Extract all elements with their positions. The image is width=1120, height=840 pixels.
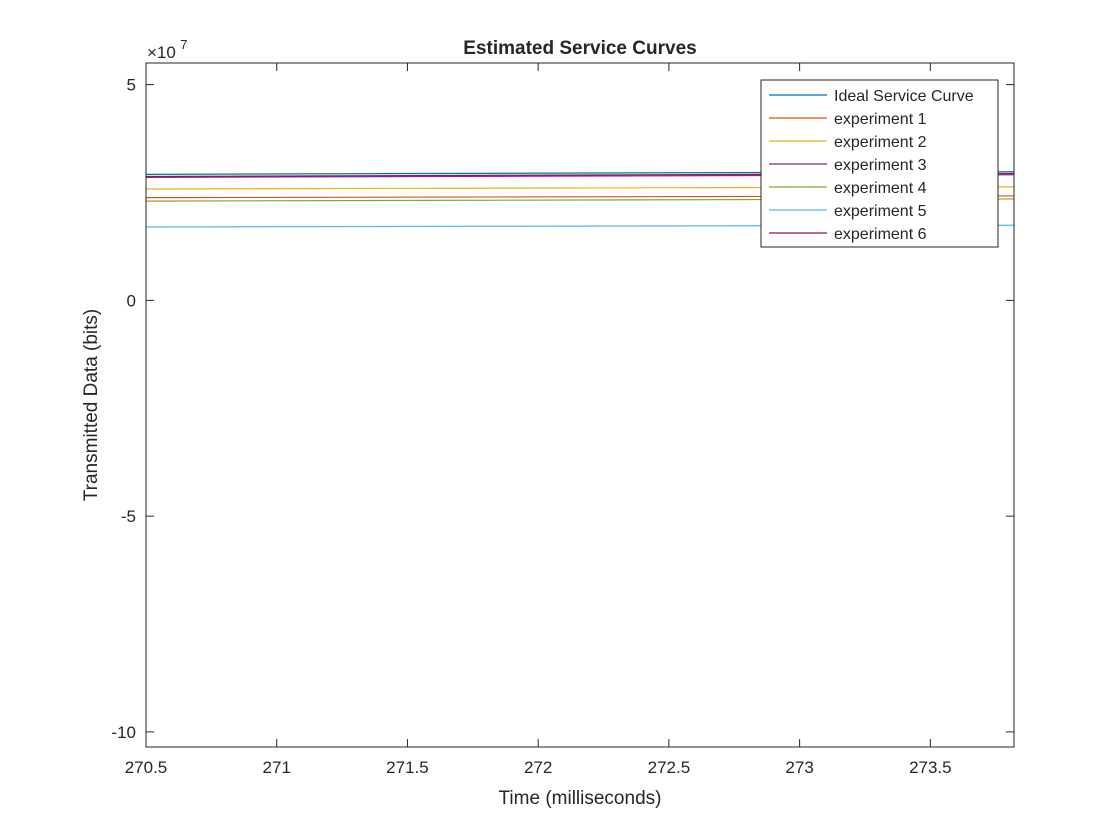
legend-label-2: experiment 1	[834, 111, 927, 128]
y-tick-label: 0	[127, 291, 136, 310]
legend-label-1: Ideal Service Curve	[834, 88, 974, 105]
legend-label-5: experiment 4	[834, 180, 927, 197]
x-tick-label: 273.5	[909, 758, 952, 777]
y-exponent-base: ×10	[147, 43, 176, 62]
legend-label-7: experiment 6	[834, 226, 927, 243]
x-axis-label: Time (milliseconds)	[499, 788, 662, 809]
x-tick-label: 271	[263, 758, 291, 777]
x-tick-label: 272	[524, 758, 552, 777]
y-tick-label: 5	[127, 76, 136, 95]
y-tick-label: -5	[121, 507, 136, 526]
x-tick-label: 272.5	[648, 758, 691, 777]
x-tick-label: 270.5	[125, 758, 168, 777]
x-tick-label: 273	[785, 758, 813, 777]
y-axis: 5 0 -5 -10	[111, 76, 1014, 742]
x-tick-label: 271.5	[386, 758, 429, 777]
y-tick-label: -10	[111, 723, 136, 742]
chart-title: Estimated Service Curves	[463, 38, 696, 59]
legend-label-3: experiment 2	[834, 134, 927, 151]
legend: Ideal Service Curve experiment 1 experimen…	[760, 79, 999, 248]
legend-label-6: experiment 5	[834, 203, 927, 220]
legend-label-4: experiment 3	[834, 157, 927, 174]
y-exponent-label: ×10 7	[147, 37, 188, 62]
x-axis: 270.5 271 271.5 272 272.5 273 273.5	[125, 63, 952, 777]
y-axis-label: Transmitted Data (bits)	[81, 309, 102, 502]
y-exponent-power: 7	[180, 37, 187, 52]
plot-frame	[145, 62, 1015, 748]
